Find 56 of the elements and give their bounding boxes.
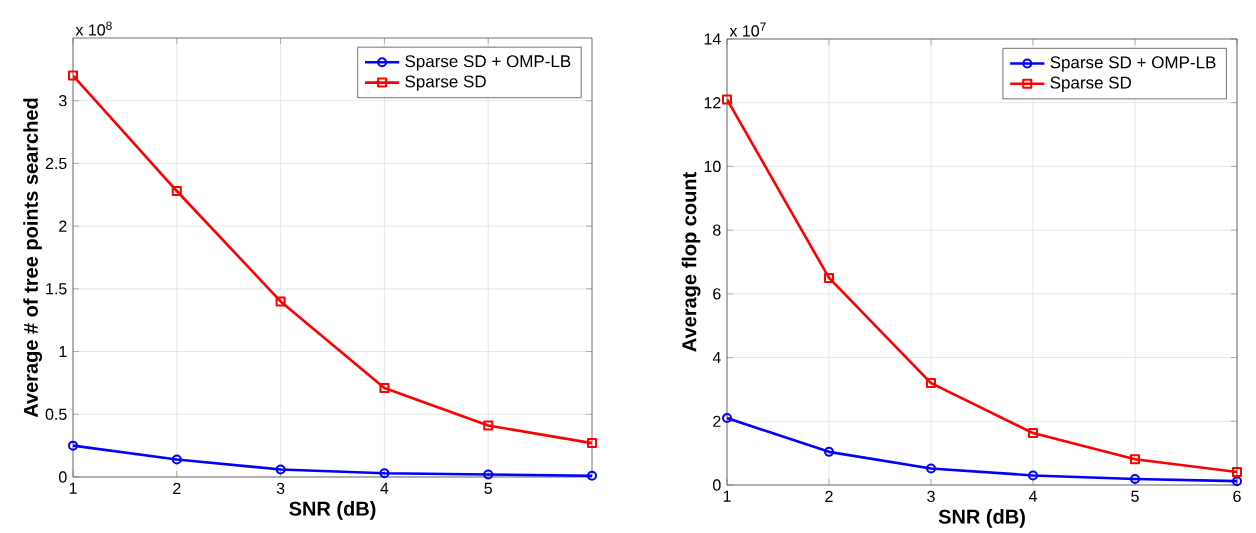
legend-label: Sparse SD + OMP-LB bbox=[1050, 56, 1216, 72]
x-tick-label: 2 bbox=[825, 490, 833, 502]
point bbox=[171, 186, 182, 197]
point bbox=[1028, 428, 1039, 439]
point bbox=[379, 468, 390, 479]
x-tick-label: 6 bbox=[1233, 490, 1241, 503]
point bbox=[824, 446, 835, 457]
point bbox=[275, 464, 286, 475]
text: x 10$^{7}$ bbox=[729, 22, 766, 37]
x-tick-label: 3 bbox=[276, 482, 285, 495]
x-tick-label: 3 bbox=[927, 490, 935, 503]
y-tick-label: 1 bbox=[59, 346, 67, 358]
y-tick-label: 0.5 bbox=[45, 408, 67, 420]
y-tick-label: 2 bbox=[713, 415, 721, 427]
y-tick-label: 2 bbox=[59, 220, 67, 232]
y-tick-label: 12 bbox=[704, 97, 721, 109]
point bbox=[483, 469, 494, 480]
y-tick-label: 3 bbox=[58, 95, 67, 107]
point bbox=[1232, 466, 1243, 477]
point bbox=[483, 420, 494, 431]
y-tick-label: 0 bbox=[59, 471, 67, 483]
legend-label: Sparse SD bbox=[1050, 76, 1131, 92]
point bbox=[1130, 473, 1141, 484]
y-axis-title: Average flop count bbox=[681, 172, 701, 352]
point bbox=[1130, 454, 1141, 465]
x-axis-title: SNR (dB) bbox=[938, 509, 1025, 528]
y-tick-label: 14 bbox=[704, 33, 721, 45]
y-tick-label: 8 bbox=[713, 224, 721, 236]
legend-label: Sparse SD + OMP-LB bbox=[405, 55, 571, 71]
y-tick-label: 10 bbox=[704, 160, 721, 173]
point bbox=[1028, 470, 1039, 481]
y-tick-label: 4 bbox=[712, 352, 721, 364]
point bbox=[722, 94, 733, 105]
x-axis-title: SNR (dB) bbox=[289, 501, 376, 520]
x-tick-label: 5 bbox=[1131, 490, 1139, 502]
point bbox=[379, 382, 390, 393]
point bbox=[587, 438, 598, 449]
text: x 10$^{8}$ bbox=[75, 21, 112, 36]
x-tick-label: 4 bbox=[1028, 490, 1037, 502]
point bbox=[68, 70, 79, 81]
point bbox=[171, 454, 182, 465]
y-tick-label: 1.5 bbox=[46, 283, 67, 295]
point bbox=[824, 272, 835, 283]
y-tick-label: 0 bbox=[713, 479, 721, 491]
x-tick-label: 4 bbox=[380, 482, 389, 494]
x-tick-label: 5 bbox=[484, 482, 492, 494]
point bbox=[926, 378, 937, 389]
point bbox=[926, 463, 937, 474]
y-tick-label: 2.5 bbox=[45, 157, 67, 170]
x-tick-label: 2 bbox=[173, 482, 181, 494]
point bbox=[275, 296, 286, 307]
y-tick-label: 6 bbox=[713, 288, 721, 300]
x-tick-label: 1 bbox=[69, 482, 77, 494]
x-tick-label: 1 bbox=[723, 490, 731, 502]
legend-label: Sparse SD bbox=[405, 75, 486, 91]
y-axis-title: Average # of tree points searched bbox=[23, 98, 42, 418]
